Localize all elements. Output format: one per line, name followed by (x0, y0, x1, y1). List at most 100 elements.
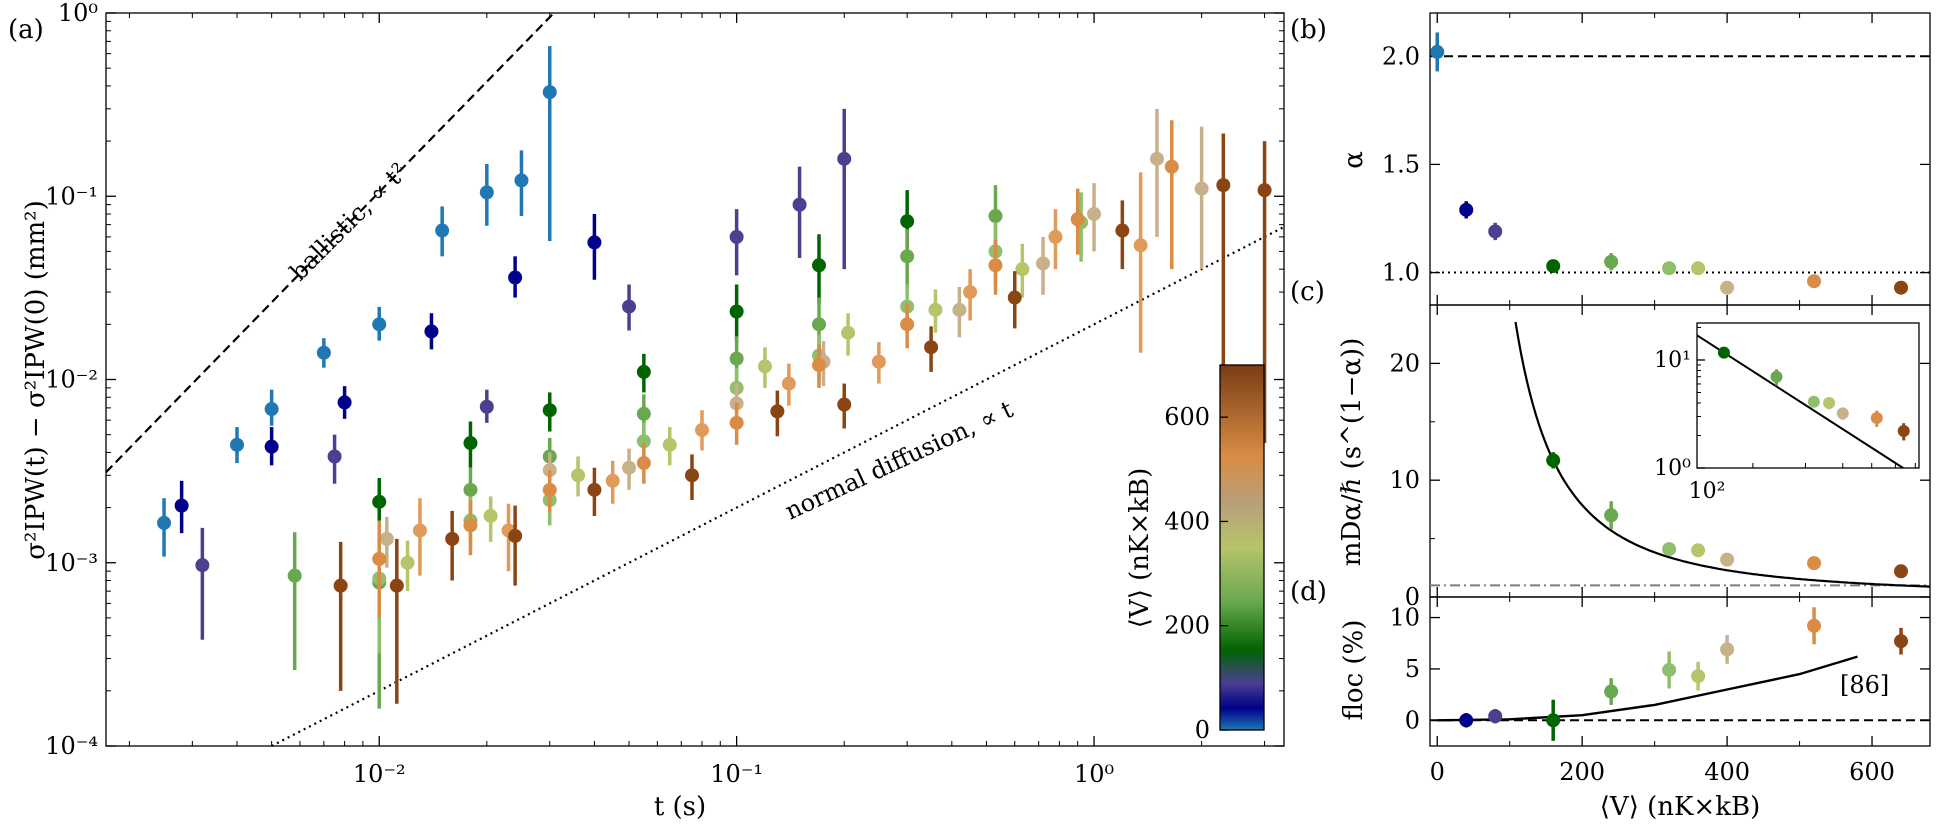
panel-a-y-label: σ²IPW(t) − σ²IPW(0) (mm²) (21, 200, 51, 559)
inset-data-point (1836, 407, 1849, 420)
ballistic-line (105, 12, 555, 474)
panel-d-y-label: floc (%) (1339, 620, 1369, 721)
panel-b-data-point (1430, 44, 1445, 59)
panel-c-y-tick-label: 20 (1389, 349, 1420, 377)
panel-a-data-point (195, 558, 210, 573)
panel-a-data-point (871, 354, 886, 369)
panel-c-y-tick-label: 0 (1405, 583, 1420, 611)
panel-a-data-point (514, 173, 529, 188)
reference-curve-label: [86] (1840, 671, 1889, 699)
panel-b-y-tick-label: 1.0 (1382, 259, 1420, 287)
panel-a-data-point (264, 402, 279, 417)
panel-a-data-point (587, 235, 602, 250)
inset-fit-line (1696, 334, 1904, 469)
panel-a-data-point (662, 437, 677, 452)
panel-b-y-tick-label: 2.0 (1382, 42, 1420, 70)
panel-a-ticks: 10⁻² 10⁻¹ 10⁰ 10⁻⁴ 10⁻³ 10⁻² 10⁻¹ 10⁰ (45, 0, 1284, 788)
panel-a-data-point (479, 185, 494, 200)
panel-d-frame (1429, 596, 1931, 747)
panel-a-data-point (988, 209, 1003, 224)
panel-c-data-point (1807, 556, 1822, 571)
panel-b-data-point (1720, 280, 1735, 295)
panel-a-data-point (587, 482, 602, 497)
panel-a-data-point (812, 258, 827, 273)
panel-a-x-tick-label: 10⁻² (353, 760, 406, 788)
panel-a-data-point (1216, 178, 1231, 193)
panel-a-data-point (174, 498, 189, 513)
panel-d-y-tick-label: 0 (1405, 706, 1420, 734)
normal-diffusion-line (271, 225, 1285, 747)
panel-a-data-point (792, 197, 807, 212)
panel-d-data-point (1459, 713, 1474, 728)
panel-a-data-point (900, 249, 915, 264)
panel-d-data-point (1662, 662, 1677, 677)
panel-a-data-point (1194, 181, 1209, 196)
panel-d-data-point (1807, 618, 1822, 633)
panel-c-y-label: mDα/ℏ (s^(1−α)) (1337, 338, 1367, 566)
inset-frame (1696, 322, 1920, 469)
inset-data-point (1823, 396, 1836, 409)
panel-a-y-tick-label: 10⁻² (45, 366, 98, 394)
panel-a-data-point (435, 223, 450, 238)
inset-x-tick-label: 10² (1689, 479, 1726, 504)
panel-a-data-point (372, 551, 387, 566)
panel-a-data-point (695, 423, 710, 438)
panel-a-data-point (781, 376, 796, 391)
panel-b-data-point (1662, 261, 1677, 276)
panel-a-data-point (1036, 256, 1051, 271)
inset-data-point (1897, 425, 1910, 438)
panel-d-x-tick-label: 600 (1849, 758, 1895, 786)
panel-a-x-tick-label: 10⁰ (1074, 760, 1114, 788)
panel-a-x-label: t (s) (654, 792, 706, 822)
panel-d-reference-curve (1437, 655, 1858, 722)
panel-a-data-point (1115, 223, 1130, 238)
inset-y-tick-label: 10¹ (1654, 348, 1691, 373)
panel-a-data-point (316, 345, 331, 360)
panel-a-data-point (841, 325, 856, 340)
colorbar-tick-label: 600 (1164, 403, 1210, 431)
panel-a-data-point (636, 434, 651, 449)
panel-a-data-point (542, 403, 557, 418)
panel-a-data-point (230, 437, 245, 452)
colorbar-tick-label: 0 (1195, 716, 1210, 744)
panel-a-data-point (928, 302, 943, 317)
panel-a-data-point (372, 494, 387, 509)
panel-a-reference-lines (105, 12, 1285, 747)
panel-a-data-point (952, 302, 967, 317)
colorbar-label: ⟨V⟩ (nK×kB) (1125, 468, 1155, 628)
panel-d-data-point (1720, 642, 1735, 657)
panel-d-plot: 0 200 400 600 0 5 10 floc (%) ⟨V⟩ (nK×kB) [86] (1339, 596, 1931, 822)
colorbar-tick-label: 400 (1164, 507, 1210, 535)
panel-a-data-point (400, 555, 415, 570)
diffusion-label: normal diffusion, ∝ t (781, 395, 1018, 525)
panel-a-data-point (729, 415, 744, 430)
inset-y-tick-label: 10⁰ (1654, 456, 1691, 481)
panel-a-data-point (684, 468, 699, 483)
panel-a-data-point (988, 258, 1003, 273)
panel-label-b: (b) (1290, 15, 1327, 45)
panel-b-data-point (1691, 261, 1706, 276)
panel-a-data-point (1087, 207, 1102, 222)
panel-a-data-point (770, 404, 785, 419)
panel-a-y-tick-label: 10⁻⁴ (45, 732, 98, 760)
inset-data-point (1807, 395, 1820, 408)
panel-a-data-point (424, 324, 439, 339)
inset-data-point (1870, 412, 1883, 425)
panel-d-data-point (1604, 684, 1619, 699)
panel-a-data-point (605, 473, 620, 488)
panel-c-y-tick-label: 10 (1389, 466, 1420, 494)
panel-a-data-point (729, 304, 744, 319)
panel-a-data-point (389, 578, 404, 593)
panel-a-y-tick-label: 10⁻³ (45, 549, 98, 577)
panel-a-data-point (264, 439, 279, 454)
panel-a-plot: 10⁻² 10⁻¹ 10⁰ 10⁻⁴ 10⁻³ 10⁻² 10⁻¹ 10⁰ t (s) σ²I… (21, 0, 1285, 822)
panel-d-y-tick-label: 10 (1389, 604, 1420, 632)
panel-a-data-point (622, 460, 637, 475)
panel-b-data-point (1604, 254, 1619, 269)
panel-a-frame (105, 12, 1285, 747)
panel-label-c: (c) (1290, 277, 1325, 307)
ballistic-label: ballistic, ∝ t² (284, 157, 413, 286)
panel-a-data-point (508, 270, 523, 285)
